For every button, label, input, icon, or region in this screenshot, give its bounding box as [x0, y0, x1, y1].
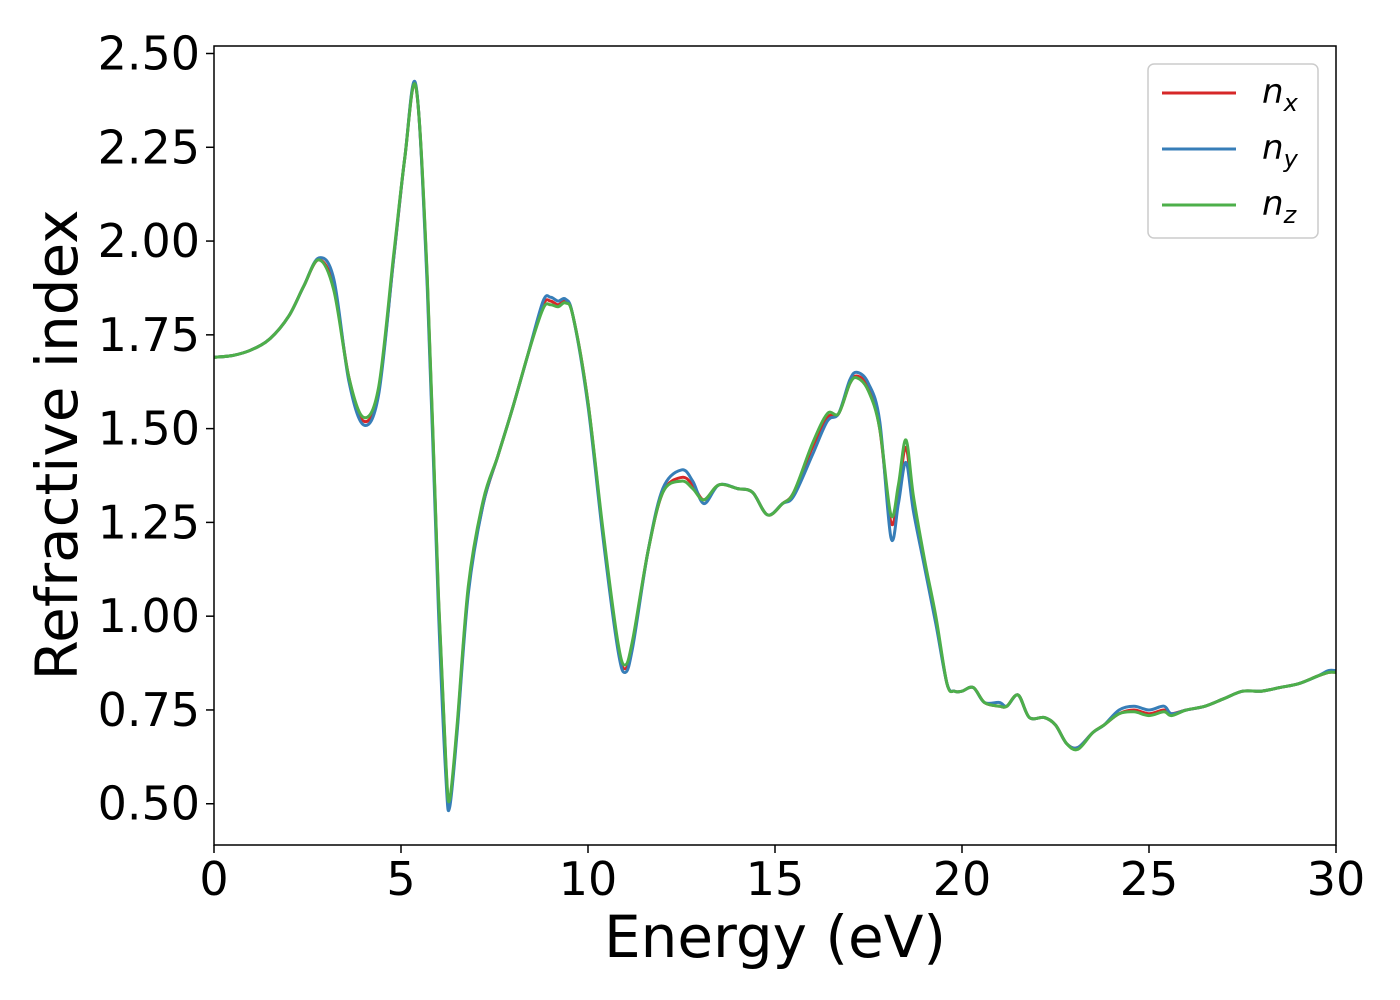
series-layer	[213, 80, 1337, 813]
y-tick-label: 2.00	[98, 214, 200, 268]
x-axis-label: Energy (eV)	[604, 903, 946, 971]
y-tick-label: 1.25	[98, 495, 200, 549]
x-tick-label: 5	[386, 852, 415, 906]
y-tick-label: 0.75	[98, 683, 200, 737]
legend-label-y: ny	[1262, 128, 1299, 173]
legend-label-z: nz	[1262, 184, 1298, 229]
y-tick-label: 1.50	[98, 402, 200, 456]
y-tick-label: 2.50	[98, 27, 200, 81]
x-tick-label: 20	[933, 852, 992, 906]
legend-entries: nx ny nz	[1162, 72, 1299, 229]
legend: nx ny nz	[1147, 63, 1319, 239]
y-tick-label: 1.75	[98, 308, 200, 362]
x-tick-label: 0	[199, 852, 228, 906]
x-tick-label: 15	[746, 852, 805, 906]
y-axis-label: Refractive index	[23, 209, 91, 680]
x-tick-label: 25	[1120, 852, 1179, 906]
legend-box	[1147, 63, 1319, 239]
legend-label-x: nx	[1262, 72, 1299, 117]
x-tick-label: 30	[1307, 852, 1366, 906]
x-tick-label: 10	[559, 852, 618, 906]
y-tick-label: 2.25	[98, 120, 200, 174]
y-tick-label: 1.00	[98, 589, 200, 643]
x-axis-ticks: 0 5 10 15 20 25 30	[199, 845, 1365, 906]
y-tick-label: 0.50	[98, 777, 200, 831]
series-line-z	[213, 82, 1337, 804]
y-axis-ticks: 0.50 0.75 1.00 1.25 1.50 1.75 2.00 2.25 2.50	[98, 27, 214, 831]
